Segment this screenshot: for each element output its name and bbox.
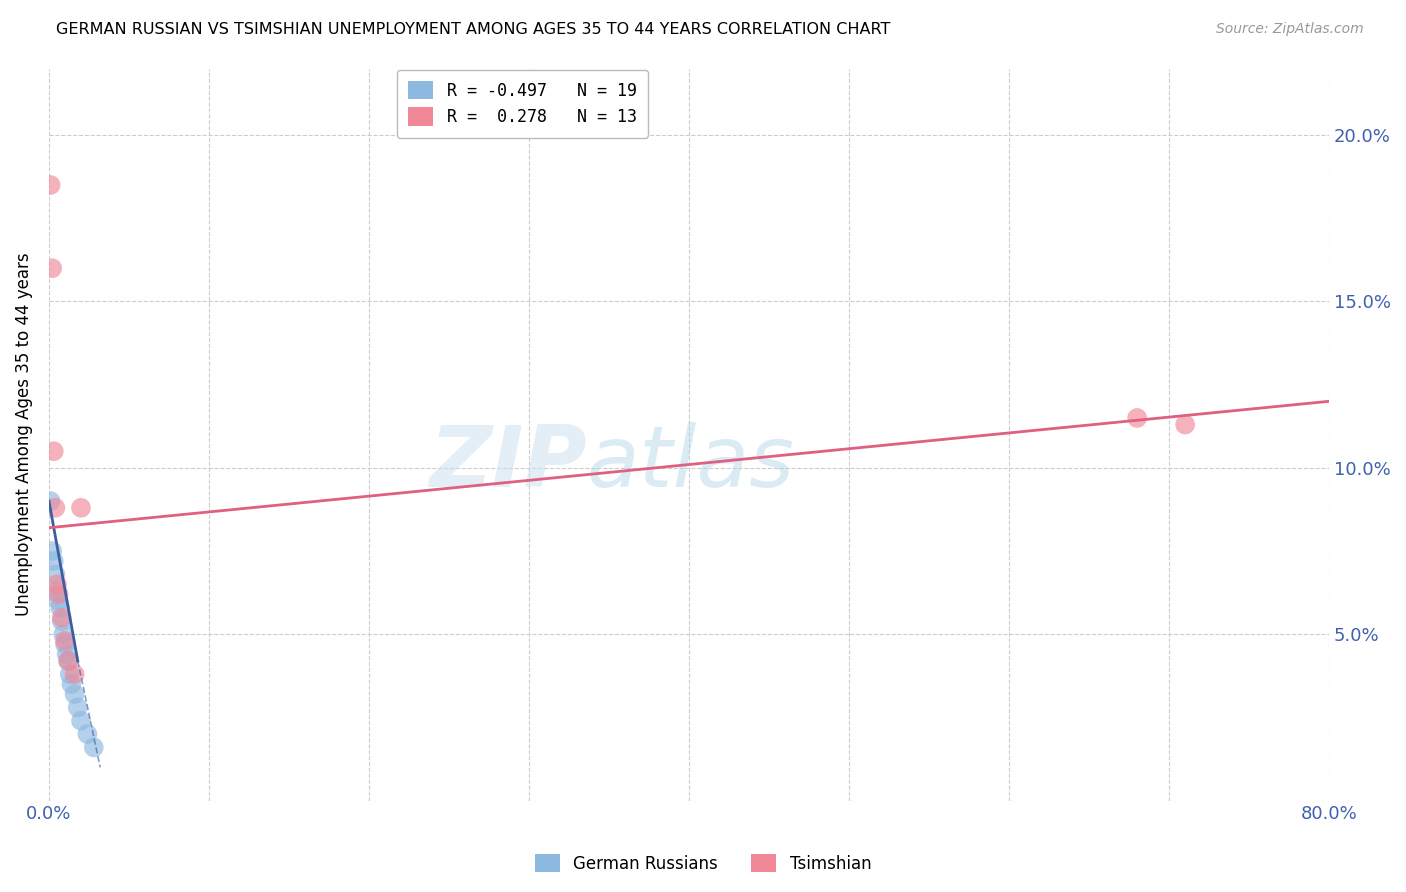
Point [39,178,62,192]
Point [66,700,89,714]
Text: ZIP: ZIP [429,422,586,506]
Point [60,677,83,691]
Text: GERMAN RUSSIAN VS TSIMSHIAN UNEMPLOYMENT AMONG AGES 35 TO 44 YEARS CORRELATION C: GERMAN RUSSIAN VS TSIMSHIAN UNEMPLOYMENT… [56,22,890,37]
Point [41,261,63,276]
Point [52,627,75,641]
Point [42,554,65,568]
Point [53,637,76,651]
Point [83,740,105,755]
Point [44,567,66,582]
Point [44,500,66,515]
Point [70,714,93,728]
Point [56,654,79,668]
Legend: R = -0.497   N = 19, R =  0.278   N = 13: R = -0.497 N = 19, R = 0.278 N = 13 [396,70,648,137]
Point [41,544,63,558]
Point [49,600,72,615]
Point [63,667,86,681]
Text: atlas: atlas [586,422,794,506]
Point [1126,411,1149,425]
Point [39,494,62,508]
Text: Source: ZipAtlas.com: Source: ZipAtlas.com [1216,22,1364,37]
Point [76,727,98,741]
Y-axis label: Unemployment Among Ages 35 to 44 years: Unemployment Among Ages 35 to 44 years [15,252,32,616]
Point [53,633,76,648]
Point [1174,417,1197,432]
Point [63,687,86,701]
Point [70,500,93,515]
Point [51,610,73,624]
Point [56,654,79,668]
Legend: German Russians, Tsimshian: German Russians, Tsimshian [529,847,877,880]
Point [46,584,69,599]
Point [55,647,77,661]
Point [59,667,82,681]
Point [46,577,69,591]
Point [51,614,73,628]
Point [42,444,65,458]
Point [48,587,70,601]
Point [48,594,70,608]
